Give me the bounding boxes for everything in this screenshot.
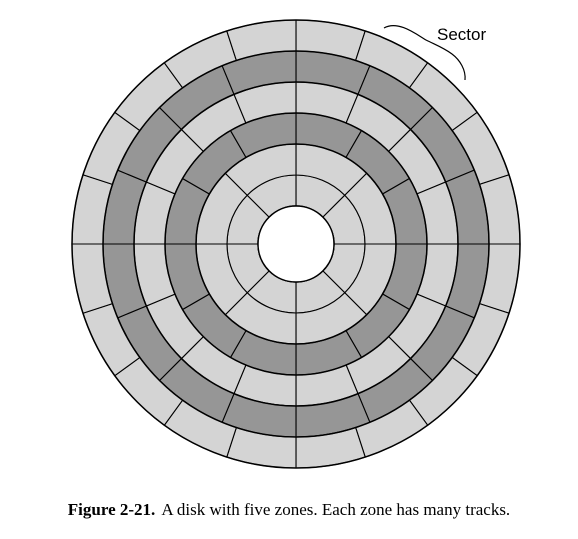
- figure-number: Figure 2-21.: [67, 500, 156, 519]
- sector-brace: [383, 25, 466, 81]
- disk-hub: [257, 205, 335, 283]
- zone-boundary: [71, 19, 521, 469]
- disk: [71, 19, 521, 469]
- sector-label: Sector: [437, 25, 486, 44]
- zone-boundary: [195, 143, 397, 345]
- sector-callout: Sector: [383, 25, 486, 81]
- zone-boundary: [164, 112, 428, 376]
- caption-text: A disk with five zones. Each zone has ma…: [161, 500, 511, 519]
- zone-boundary: [102, 50, 490, 438]
- figure-caption: Figure 2-21. A disk with five zones. Each…: [0, 500, 578, 520]
- zone-boundary: [133, 81, 459, 407]
- disk-diagram: Sector: [71, 19, 521, 469]
